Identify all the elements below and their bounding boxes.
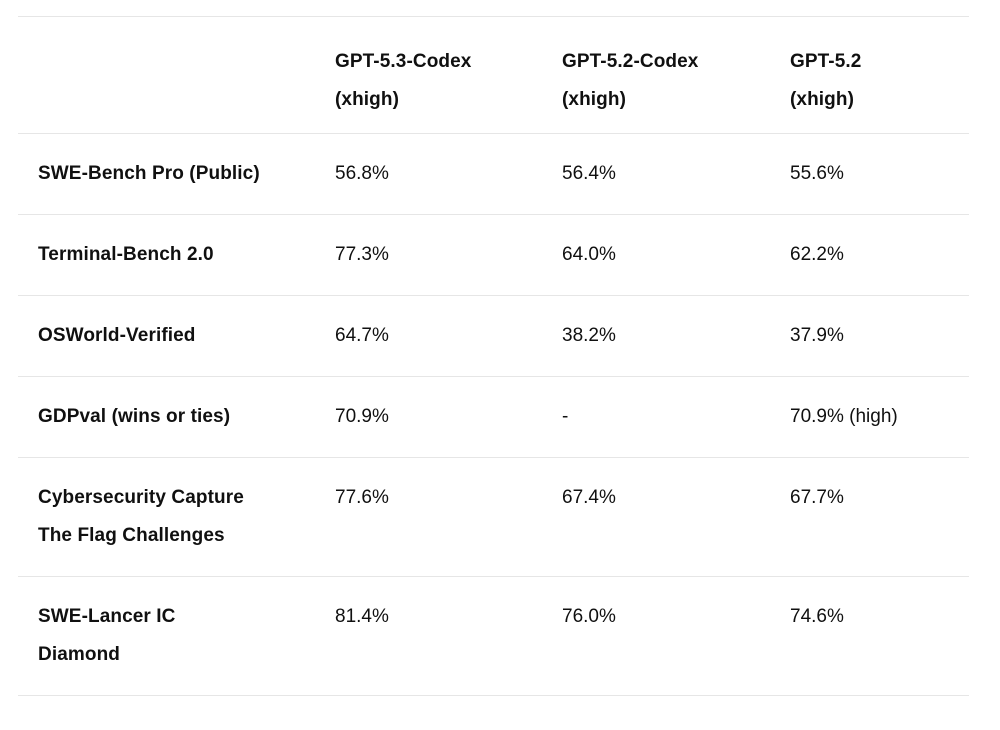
header-cell-gpt-5-2: GPT-5.2 (xhigh) (790, 17, 969, 134)
model-variant-gpt-5-2: (xhigh) (790, 89, 855, 110)
benchmark-value: 77.6% (335, 487, 389, 508)
table-row-swe-bench-pro: SWE-Bench Pro (Public) 56.8% 56.4% 55.6% (18, 133, 969, 215)
model-name-gpt-5-2: GPT-5.2 (790, 51, 862, 72)
benchmark-label-line: SWE-Bench Pro (Public) (38, 163, 260, 184)
benchmark-value: 67.7% (790, 487, 844, 508)
benchmark-value: 67.4% (562, 487, 616, 508)
model-variant-gpt-5-2-codex: (xhigh) (562, 89, 627, 110)
model-variant-gpt-5-3-codex: (xhigh) (335, 89, 400, 110)
header-row: GPT-5.3-Codex (xhigh) GPT-5.2-Codex (xhi… (18, 16, 969, 134)
header-cell-empty (18, 17, 335, 134)
table-header: GPT-5.3-Codex (xhigh) GPT-5.2-Codex (xhi… (18, 16, 969, 134)
benchmark-label: GDPval (wins or ties) (18, 377, 335, 458)
benchmark-label-line: Cybersecurity Capture (38, 487, 244, 508)
benchmark-value: 77.3% (335, 244, 389, 265)
benchmark-value: 64.7% (335, 325, 389, 346)
benchmark-label: Terminal-Bench 2.0 (18, 215, 335, 296)
benchmark-value: 56.8% (335, 163, 389, 184)
model-name-gpt-5-2-codex: GPT-5.2-Codex (562, 51, 699, 72)
table-row-osworld-verified: OSWorld-Verified 64.7% 38.2% 37.9% (18, 295, 969, 377)
table-row-cybersecurity-ctf: Cybersecurity Capture The Flag Challenge… (18, 457, 969, 577)
benchmark-label-line: GDPval (wins or ties) (38, 406, 231, 427)
benchmark-value: - (562, 406, 569, 427)
benchmark-label-line: Terminal-Bench 2.0 (38, 244, 214, 265)
benchmark-label: Cybersecurity Capture The Flag Challenge… (18, 458, 335, 577)
benchmark-label-line: Diamond (38, 644, 120, 665)
benchmark-value: 55.6% (790, 163, 844, 184)
table-body: SWE-Bench Pro (Public) 56.8% 56.4% 55.6%… (18, 133, 969, 696)
benchmark-label-line: SWE-Lancer IC (38, 606, 176, 627)
benchmark-value: 74.6% (790, 606, 844, 627)
benchmark-label-line: The Flag Challenges (38, 525, 225, 546)
benchmark-comparison-table-wrap: GPT-5.3-Codex (xhigh) GPT-5.2-Codex (xhi… (18, 16, 969, 696)
benchmark-label: SWE-Bench Pro (Public) (18, 134, 335, 215)
table-row-terminal-bench: Terminal-Bench 2.0 77.3% 64.0% 62.2% (18, 214, 969, 296)
benchmark-label-line: OSWorld-Verified (38, 325, 196, 346)
model-name-gpt-5-3-codex: GPT-5.3-Codex (335, 51, 472, 72)
benchmark-value: 62.2% (790, 244, 844, 265)
benchmark-value: 37.9% (790, 325, 844, 346)
table-row-gdpval: GDPval (wins or ties) 70.9% - 70.9% (hig… (18, 376, 969, 458)
table-row-swe-lancer: SWE-Lancer IC Diamond 81.4% 76.0% 74.6% (18, 576, 969, 696)
benchmark-label: OSWorld-Verified (18, 296, 335, 377)
benchmark-value: 81.4% (335, 606, 389, 627)
benchmark-value: 76.0% (562, 606, 616, 627)
benchmark-value: 38.2% (562, 325, 616, 346)
benchmark-value: 64.0% (562, 244, 616, 265)
benchmark-value: 70.9% (high) (790, 406, 898, 427)
header-cell-gpt-5-3-codex: GPT-5.3-Codex (xhigh) (335, 17, 562, 134)
benchmark-value: 70.9% (335, 406, 389, 427)
benchmark-label: SWE-Lancer IC Diamond (18, 577, 335, 696)
benchmark-comparison-table: GPT-5.3-Codex (xhigh) GPT-5.2-Codex (xhi… (18, 16, 969, 696)
header-cell-gpt-5-2-codex: GPT-5.2-Codex (xhigh) (562, 17, 790, 134)
benchmark-value: 56.4% (562, 163, 616, 184)
